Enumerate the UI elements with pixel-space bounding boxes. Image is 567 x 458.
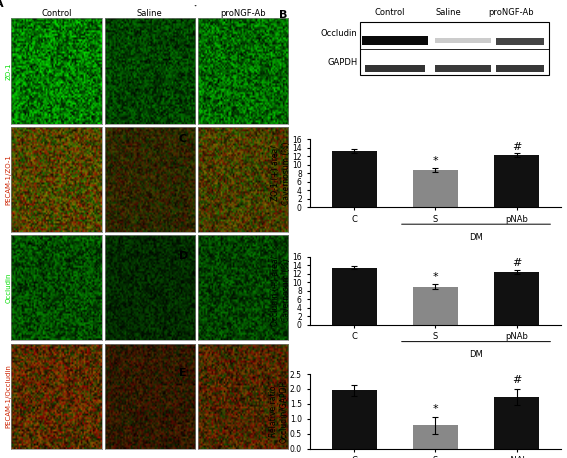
Text: proNGF-Ab: proNGF-Ab (488, 8, 534, 17)
FancyBboxPatch shape (435, 65, 491, 72)
Text: Occludin: Occludin (320, 29, 357, 38)
Text: *: * (433, 156, 438, 166)
Bar (494, 397, 539, 449)
Y-axis label: Occludin (+) area/
Cavernosum (%): Occludin (+) area/ Cavernosum (%) (272, 256, 291, 326)
Bar (332, 267, 376, 325)
Bar (332, 391, 376, 449)
Bar (413, 170, 458, 207)
Text: #: # (512, 376, 521, 385)
Y-axis label: PECAM-1/ZO-1: PECAM-1/ZO-1 (6, 154, 11, 205)
Text: Saline: Saline (435, 8, 461, 17)
FancyBboxPatch shape (496, 65, 544, 72)
Text: #: # (512, 258, 521, 268)
Text: DM: DM (469, 233, 483, 242)
Bar (413, 425, 458, 449)
FancyBboxPatch shape (360, 22, 549, 76)
Bar (332, 151, 376, 207)
Text: B: B (280, 10, 287, 20)
Text: GAPDH: GAPDH (327, 58, 357, 67)
Text: Control: Control (375, 8, 405, 17)
Y-axis label: ZO-1: ZO-1 (6, 62, 11, 80)
Title: Control: Control (41, 9, 72, 17)
Y-axis label: ZO-1 (+) area/
Cavernosum (%): ZO-1 (+) area/ Cavernosum (%) (272, 142, 291, 205)
Title: proNGF-Ab: proNGF-Ab (220, 9, 266, 17)
Text: *: * (433, 404, 438, 414)
Bar (494, 155, 539, 207)
Title: Saline: Saline (137, 9, 163, 17)
FancyBboxPatch shape (362, 36, 428, 45)
FancyBboxPatch shape (435, 38, 491, 44)
FancyBboxPatch shape (496, 38, 544, 45)
Text: DM: DM (469, 350, 483, 360)
Y-axis label: PECAM-1/Occludin: PECAM-1/Occludin (6, 364, 11, 428)
Y-axis label: Relative ratio
Occludin/GAPDH: Relative ratio Occludin/GAPDH (269, 380, 289, 443)
Text: E: E (179, 368, 186, 378)
Text: #: # (512, 142, 521, 152)
Text: A: A (0, 0, 3, 9)
FancyBboxPatch shape (365, 65, 425, 72)
Bar (413, 287, 458, 325)
Y-axis label: Occludin: Occludin (6, 273, 11, 303)
Text: D: D (179, 251, 188, 261)
Bar (494, 272, 539, 325)
Text: *: * (433, 272, 438, 282)
Text: C: C (179, 134, 187, 144)
